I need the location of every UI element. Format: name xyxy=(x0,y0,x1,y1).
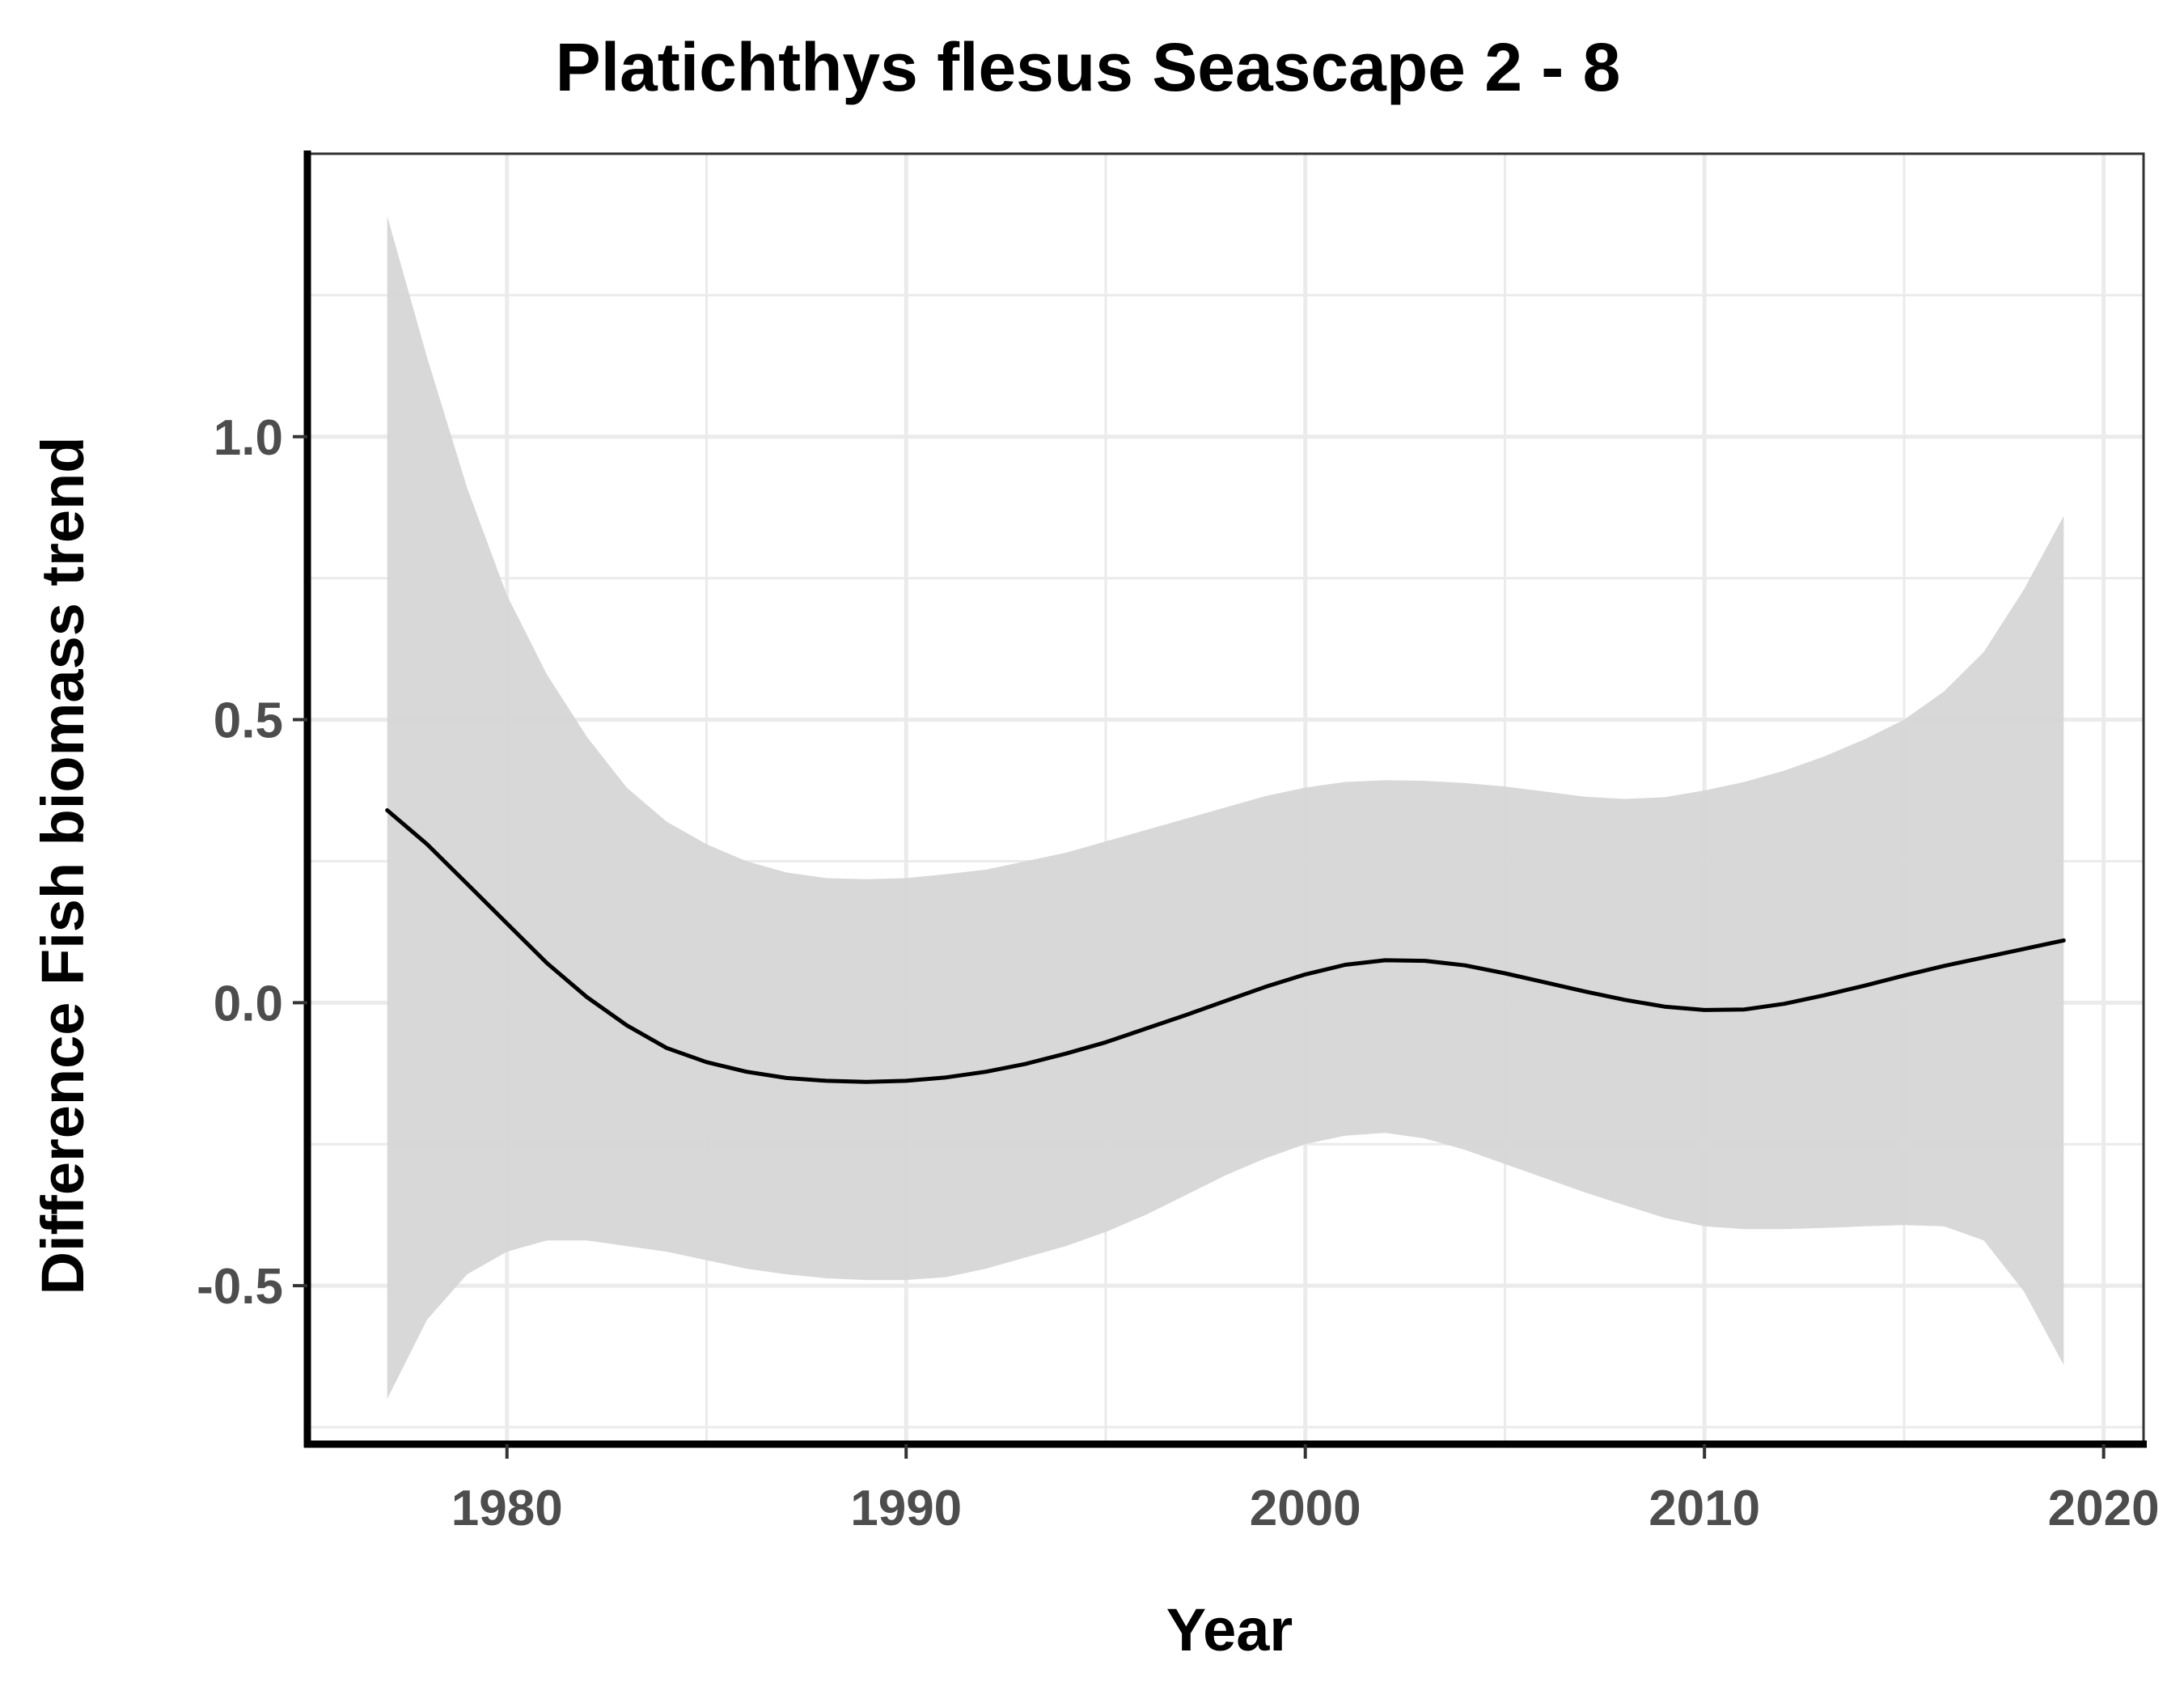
y-tick-label: -0.5 xyxy=(197,1259,283,1315)
x-tick-label: 1990 xyxy=(850,1481,962,1536)
chart-title: Platichthys flesus Seascape 2 - 8 xyxy=(556,29,1621,105)
x-tick-label: 1980 xyxy=(451,1481,563,1536)
y-tick-label: 1.0 xyxy=(214,410,283,466)
x-axis-title: Year xyxy=(1166,1596,1293,1663)
y-axis-title: Difference Fish biomass trend xyxy=(29,437,96,1295)
confidence-band xyxy=(387,216,2064,1399)
plot-area: 1980 1990 2000 2010 2020 -0.5 0.0 0.5 1.0 xyxy=(197,150,2160,1536)
trend-line xyxy=(385,808,2066,1084)
x-tick-label: 2000 xyxy=(1250,1481,1361,1536)
y-tick-label: 0.0 xyxy=(214,976,283,1032)
x-tick-label: 2010 xyxy=(1649,1481,1760,1536)
x-tick-label: 2020 xyxy=(2048,1481,2160,1536)
y-tick-label: 0.5 xyxy=(214,693,283,749)
